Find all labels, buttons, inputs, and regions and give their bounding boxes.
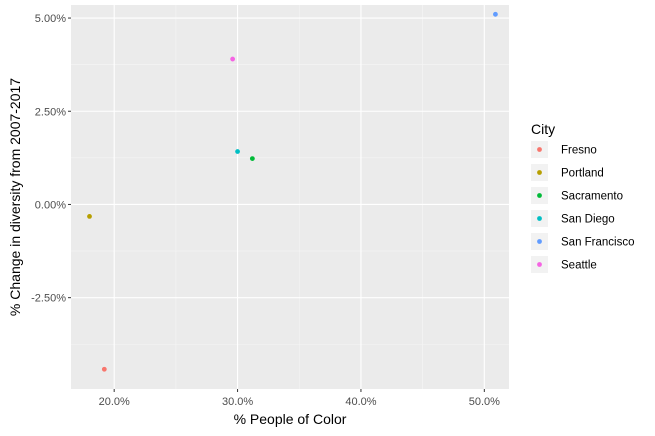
plot-panel bbox=[71, 5, 509, 389]
x-tick-label: 40.0% bbox=[345, 396, 376, 408]
legend: City Fresno Portland Sacramento San Diego Sa… bbox=[531, 121, 635, 273]
axis-ticks bbox=[68, 17, 485, 392]
x-tick-label: 20.0% bbox=[99, 396, 130, 408]
legend-key-point bbox=[537, 262, 542, 267]
legend-key-point bbox=[537, 239, 542, 244]
legend-key-point bbox=[537, 170, 542, 175]
x-tick-label: 50.0% bbox=[469, 396, 500, 408]
legend-key-point bbox=[537, 147, 542, 152]
legend-items: Fresno Portland Sacramento San Diego San Fra… bbox=[531, 141, 635, 273]
y-tick-label: 0.00% bbox=[35, 199, 66, 211]
data-point bbox=[230, 56, 236, 62]
data-point bbox=[101, 366, 107, 372]
legend-key-point bbox=[537, 193, 542, 198]
legend-label: Portland bbox=[561, 168, 604, 180]
y-axis-title: % Change in diversity from 2007-2017 bbox=[7, 78, 23, 316]
legend-label: San Francisco bbox=[561, 237, 635, 249]
legend-title: City bbox=[531, 121, 555, 137]
data-point bbox=[493, 11, 498, 17]
x-tick-label: 30.0% bbox=[222, 396, 253, 408]
y-tick-label: 2.50% bbox=[35, 106, 66, 118]
legend-label: Seattle bbox=[561, 260, 597, 272]
data-point bbox=[235, 149, 240, 154]
data-points bbox=[87, 11, 498, 372]
data-point bbox=[249, 156, 255, 162]
legend-label: Fresno bbox=[561, 145, 597, 157]
legend-label: Sacramento bbox=[561, 191, 623, 203]
tick-labels: 20.0% 30.0% 40.0% 50.0% -2.50% 0.00% 2.50% 5.00… bbox=[31, 13, 500, 408]
legend-key-point bbox=[537, 216, 542, 221]
legend-label: San Diego bbox=[561, 214, 615, 226]
y-tick-label: 5.00% bbox=[35, 13, 66, 25]
minor-gridlines bbox=[71, 5, 509, 389]
y-tick-label: -2.50% bbox=[31, 293, 66, 305]
data-point bbox=[87, 213, 92, 219]
x-axis-title: % People of Color bbox=[234, 411, 347, 427]
major-gridlines bbox=[71, 5, 509, 389]
